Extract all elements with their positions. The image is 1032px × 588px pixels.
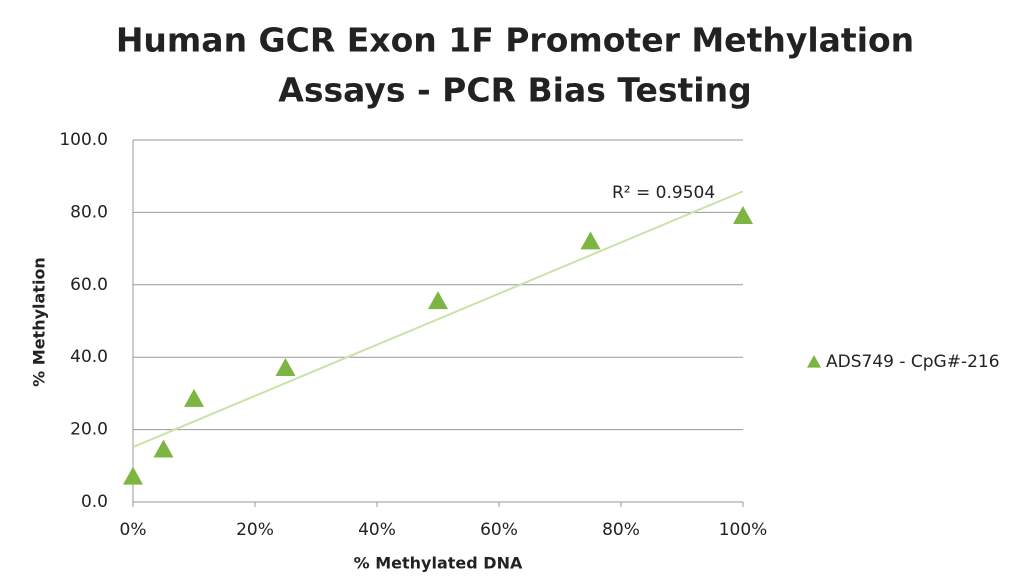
y-tick-label: 100.0 <box>59 130 108 150</box>
x-tick-label: 80% <box>602 520 640 540</box>
y-axis-label: % Methylation <box>30 257 49 387</box>
y-tick-label: 60.0 <box>70 275 108 295</box>
legend-marker <box>807 355 821 368</box>
chart-title: Human GCR Exon 1F Promoter Methylation <box>116 21 914 60</box>
data-point <box>580 231 601 250</box>
x-tick-label: 100% <box>719 520 768 540</box>
chart-title: Assays - PCR Bias Testing <box>278 71 751 110</box>
y-tick-label: 0.0 <box>81 492 108 512</box>
x-tick-label: 0% <box>120 520 147 540</box>
x-tick-label: 40% <box>358 520 396 540</box>
x-axis-label: % Methylated DNA <box>354 554 523 573</box>
data-point <box>275 358 296 377</box>
data-point <box>733 206 753 225</box>
y-tick-label: 80.0 <box>70 202 108 222</box>
data-point <box>184 388 204 407</box>
data-point <box>123 466 143 485</box>
legend-label: ADS749 - CpG#-216 <box>826 352 1000 372</box>
data-point <box>428 291 448 310</box>
data-point <box>153 439 174 458</box>
trendline-label: R² = 0.9504 <box>612 183 715 203</box>
y-tick-label: 40.0 <box>70 347 108 367</box>
trendline <box>132 190 744 448</box>
x-tick-label: 20% <box>236 520 274 540</box>
x-tick-label: 60% <box>480 520 518 540</box>
y-tick-label: 20.0 <box>70 420 108 440</box>
